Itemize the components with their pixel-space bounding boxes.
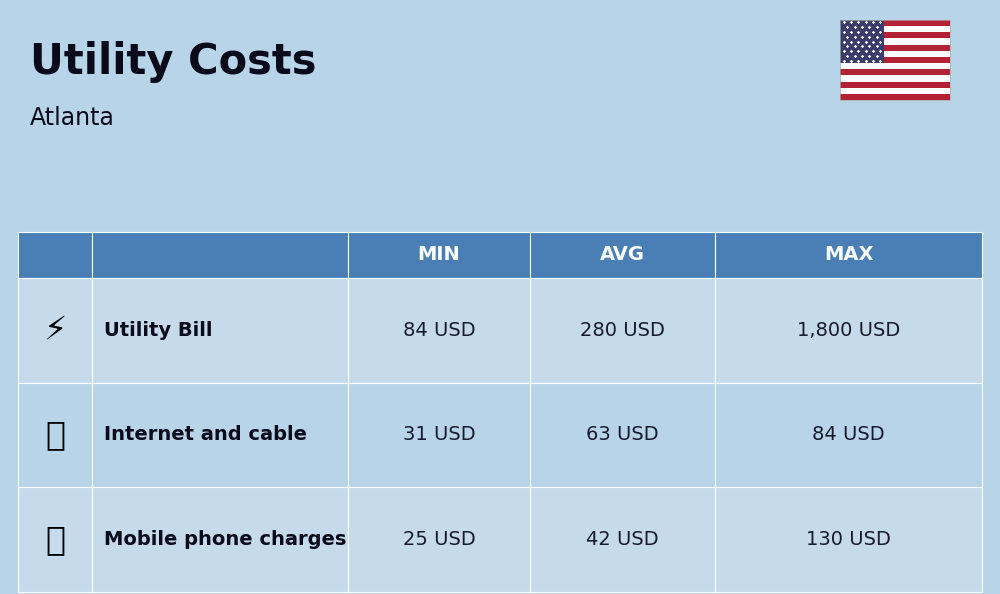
Text: 31 USD: 31 USD bbox=[403, 425, 475, 444]
Text: 84 USD: 84 USD bbox=[812, 425, 885, 444]
Bar bbox=[840, 88, 950, 94]
Bar bbox=[18, 487, 92, 592]
Bar bbox=[840, 75, 950, 81]
Bar bbox=[715, 232, 982, 278]
Bar bbox=[840, 94, 950, 100]
Bar bbox=[840, 45, 950, 50]
Bar bbox=[840, 20, 950, 100]
Bar bbox=[530, 487, 715, 592]
Bar bbox=[530, 383, 715, 487]
Text: 280 USD: 280 USD bbox=[580, 321, 665, 340]
Bar bbox=[840, 50, 950, 57]
Bar bbox=[530, 278, 715, 383]
Text: Utility Bill: Utility Bill bbox=[104, 321, 212, 340]
Bar bbox=[840, 32, 950, 39]
Bar bbox=[840, 26, 950, 32]
Bar bbox=[840, 57, 950, 63]
Text: 📶: 📶 bbox=[45, 419, 65, 451]
Bar bbox=[92, 487, 348, 592]
Bar bbox=[18, 278, 92, 383]
Text: 63 USD: 63 USD bbox=[586, 425, 659, 444]
Text: 42 USD: 42 USD bbox=[586, 530, 659, 549]
Bar bbox=[348, 383, 530, 487]
Bar bbox=[715, 383, 982, 487]
Bar bbox=[840, 69, 950, 75]
Bar bbox=[92, 383, 348, 487]
Text: ⚡: ⚡ bbox=[43, 314, 67, 347]
Bar bbox=[18, 232, 92, 278]
Text: MIN: MIN bbox=[418, 245, 460, 264]
Bar bbox=[348, 487, 530, 592]
Text: 1,800 USD: 1,800 USD bbox=[797, 321, 900, 340]
Bar bbox=[715, 487, 982, 592]
Text: 130 USD: 130 USD bbox=[806, 530, 891, 549]
Bar bbox=[840, 20, 950, 26]
Bar bbox=[840, 81, 950, 88]
Text: Mobile phone charges: Mobile phone charges bbox=[104, 530, 346, 549]
Text: MAX: MAX bbox=[824, 245, 873, 264]
Text: 25 USD: 25 USD bbox=[403, 530, 475, 549]
Text: Utility Costs: Utility Costs bbox=[30, 41, 316, 83]
Bar bbox=[348, 278, 530, 383]
Bar bbox=[18, 383, 92, 487]
Bar bbox=[348, 232, 530, 278]
Text: AVG: AVG bbox=[600, 245, 645, 264]
Text: 84 USD: 84 USD bbox=[403, 321, 475, 340]
Text: 📱: 📱 bbox=[45, 523, 65, 556]
Bar bbox=[92, 278, 348, 383]
Text: Internet and cable: Internet and cable bbox=[104, 425, 307, 444]
Bar bbox=[840, 39, 950, 45]
Bar bbox=[840, 20, 884, 63]
Bar bbox=[92, 232, 348, 278]
Text: Atlanta: Atlanta bbox=[30, 106, 115, 130]
Bar bbox=[840, 63, 950, 69]
Bar bbox=[715, 278, 982, 383]
Bar bbox=[530, 232, 715, 278]
